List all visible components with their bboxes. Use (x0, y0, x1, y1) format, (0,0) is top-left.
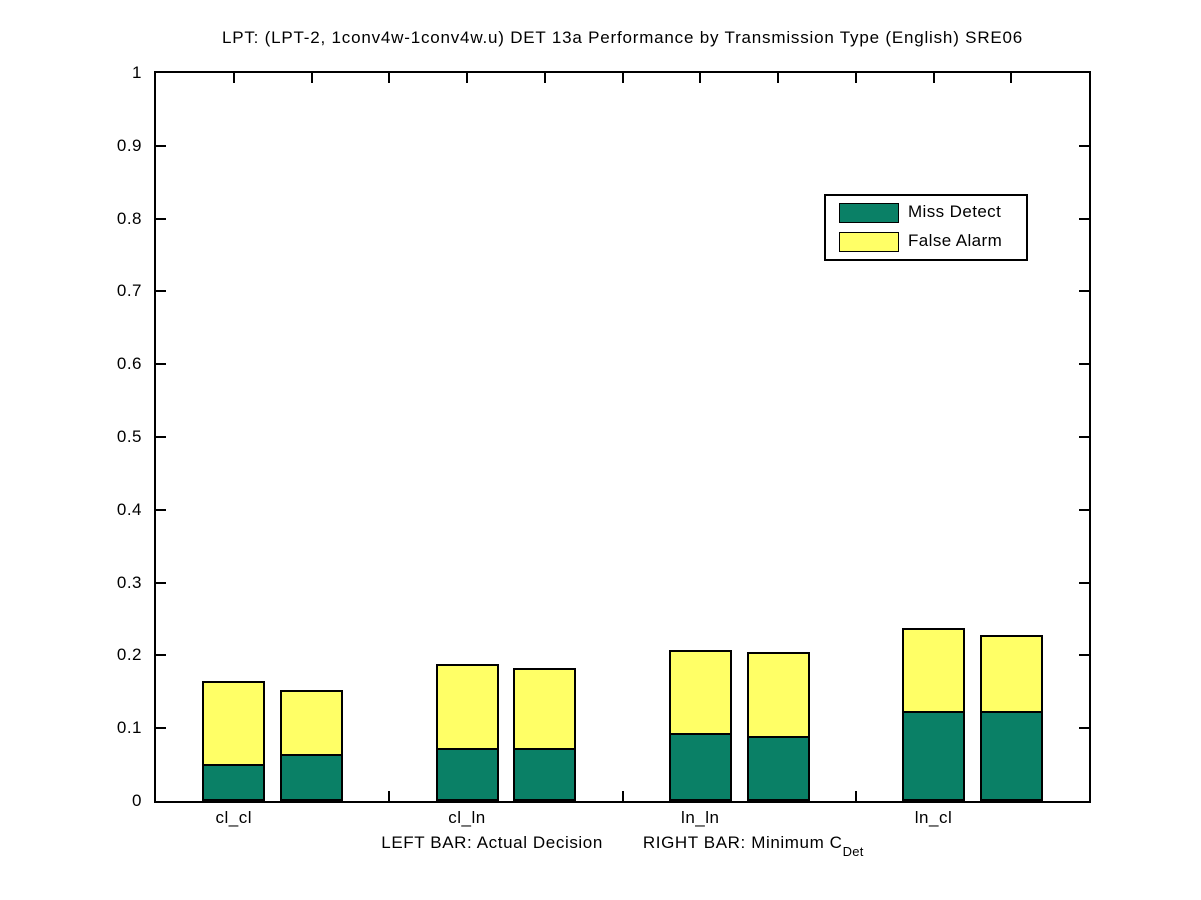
x-axis-tick-top (621, 73, 624, 83)
legend-label-false-alarm: False Alarm (908, 231, 1003, 250)
miss-detect-segment (202, 764, 266, 801)
right-bar-ln_cl (979, 635, 1043, 801)
right-bar-ln_ln (746, 652, 810, 801)
false-alarm-swatch (839, 232, 899, 252)
x-category-label-cl_cl: cl_cl (215, 808, 253, 827)
legend-row-false-alarm: False Alarm (826, 230, 1026, 254)
y-axis-tick-right (1079, 581, 1089, 584)
x-axis-tick-top (310, 73, 313, 83)
legend-box: Miss Detect False Alarm (824, 194, 1028, 261)
y-tick-label: 0.5 (116, 427, 142, 446)
miss-detect-segment (979, 711, 1043, 801)
x-axis-label-right: RIGHT BAR: Minimum C (642, 833, 843, 852)
y-axis-tick-right (1079, 436, 1089, 438)
x-axis-label: LEFT BAR: Actual Decision RIGHT BAR: Mini… (155, 833, 1090, 859)
y-axis-tick-right (1079, 363, 1089, 366)
x-axis-label-subscript: Det (842, 844, 864, 860)
y-axis-tick-right (1079, 290, 1089, 293)
y-axis-tick-left (156, 654, 166, 657)
x-axis-tick-top (466, 73, 468, 83)
y-axis-tick-left (156, 727, 166, 730)
legend-row-miss-detect: Miss Detect (826, 201, 1026, 225)
x-axis-tick-bottom (388, 791, 391, 801)
y-tick-label: 0 (132, 791, 142, 810)
y-axis-tick-left (156, 436, 166, 438)
right-bar-cl_cl (280, 690, 343, 801)
y-axis-tick-left (156, 508, 166, 511)
x-axis-tick-top (932, 73, 935, 83)
miss-detect-segment (668, 733, 732, 801)
y-axis-tick-right (1079, 217, 1089, 220)
miss-detect-segment (280, 754, 343, 801)
x-axis-tick-top (543, 73, 546, 83)
y-tick-label: 0.2 (116, 645, 142, 665)
x-axis-tick-top (699, 73, 702, 83)
x-category-label-ln_cl: ln_cl (914, 808, 953, 827)
y-tick-label: 0.9 (116, 135, 142, 155)
legend-label-miss-detect: Miss Detect (908, 202, 1002, 221)
y-axis-tick-left (156, 217, 166, 220)
y-axis-tick-left (156, 581, 166, 584)
x-axis-tick-top (1010, 73, 1013, 83)
y-tick-label: 0.4 (116, 499, 142, 519)
x-axis-tick-bottom (621, 791, 624, 801)
x-axis-tick-top (854, 73, 857, 83)
x-category-label-cl_ln: cl_ln (448, 808, 486, 827)
y-tick-label: 0.8 (116, 208, 142, 228)
x-axis-label-left: LEFT BAR: Actual Decision (381, 833, 603, 852)
y-axis-tick-right (1079, 727, 1089, 730)
miss-detect-segment (902, 711, 965, 801)
miss-detect-swatch (839, 203, 899, 223)
miss-detect-segment (513, 748, 577, 801)
y-tick-label: 0.3 (116, 572, 142, 592)
x-axis-tick-top (777, 73, 779, 83)
right-bar-cl_ln (513, 668, 577, 801)
y-tick-label: 0.6 (116, 354, 142, 374)
y-tick-label: 0.7 (116, 281, 142, 301)
y-axis-tick-left (156, 363, 166, 366)
miss-detect-segment (746, 736, 810, 801)
y-axis-tick-right (1079, 144, 1089, 147)
x-axis-tick-bottom (854, 791, 857, 801)
chart-title: LPT: (LPT-2, 1conv4w-1conv4w.u) DET 13a … (221, 28, 1024, 47)
y-axis-tick-right (1079, 508, 1089, 511)
y-tick-label: 0.1 (116, 718, 142, 738)
miss-detect-segment (435, 748, 499, 801)
y-tick-label: 1 (132, 63, 142, 82)
left-bar-cl_cl (202, 681, 266, 801)
x-axis-tick-top (232, 73, 235, 83)
y-axis-tick-left (156, 290, 166, 293)
y-axis-tick-right (1079, 654, 1089, 657)
x-category-label-ln_ln: ln_ln (681, 808, 720, 827)
left-bar-ln_cl (902, 628, 965, 801)
left-bar-cl_ln (435, 664, 499, 801)
left-bar-ln_ln (668, 650, 732, 801)
plot-area (154, 71, 1091, 803)
x-axis-tick-top (388, 73, 391, 83)
y-axis-tick-left (156, 144, 166, 147)
